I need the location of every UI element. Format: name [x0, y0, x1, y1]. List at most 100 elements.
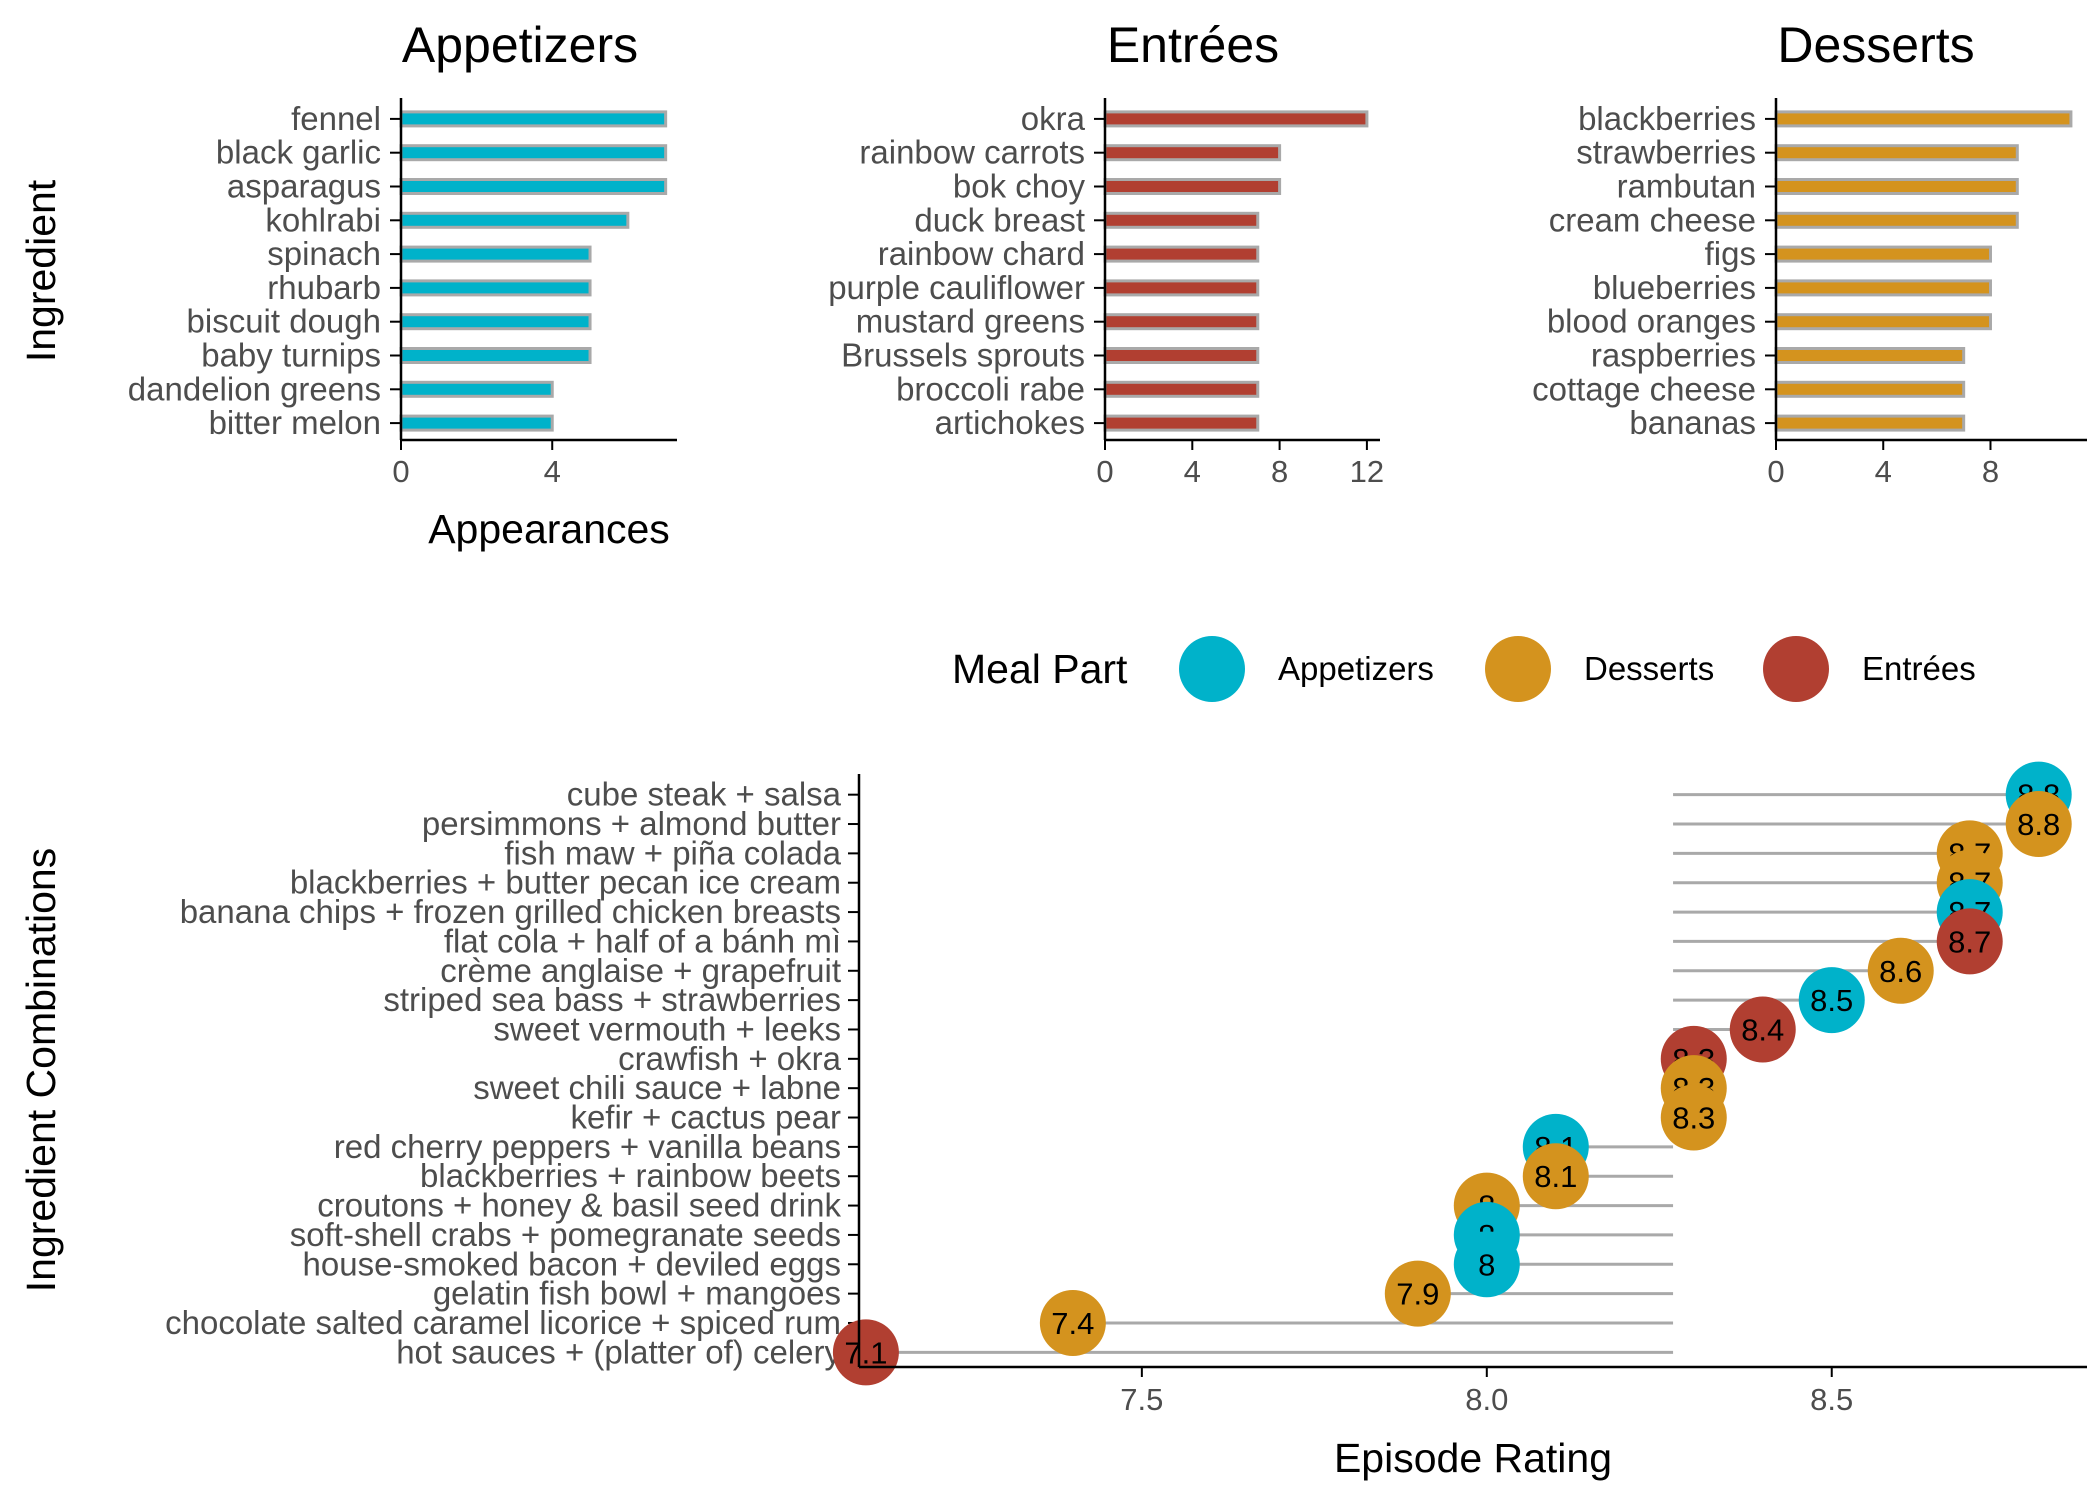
- y-tick-label: figs: [1705, 235, 1756, 272]
- y-tick-label: cream cheese: [1549, 201, 1756, 238]
- y-tick-label: duck breast: [914, 201, 1085, 238]
- bar-mustard-greens: [1103, 313, 1260, 331]
- y-tick-label: bitter melon: [209, 404, 381, 441]
- y-tick-label: blackberries + butter pecan ice cream: [290, 864, 841, 901]
- bar-cottage-cheese: [1774, 380, 1966, 398]
- y-tick-label: gelatin fish bowl + mangoes: [433, 1275, 841, 1312]
- panel-title: Desserts: [1777, 17, 1974, 73]
- y-tick-label: dandelion greens: [128, 370, 381, 407]
- y-tick-label: purple cauliflower: [828, 269, 1085, 306]
- dot-value-label: 8.8: [2017, 807, 2060, 842]
- bar-blueberries: [1774, 279, 1992, 297]
- bar-okra: [1103, 110, 1369, 128]
- bar-rhubarb: [399, 279, 592, 297]
- bar-blood-oranges: [1774, 313, 1992, 331]
- y-tick-label: raspberries: [1591, 337, 1756, 374]
- x-tick-label: 8.0: [1465, 1382, 1508, 1417]
- y-tick-label: flat cola + half of a bánh mì: [444, 922, 841, 959]
- bar-raspberries: [1774, 347, 1966, 364]
- dot-value-label: 8: [1478, 1247, 1495, 1282]
- dot-value-label: 8.7: [1948, 924, 1991, 959]
- bar-bok-choy: [1103, 178, 1282, 195]
- legend: Meal Part Appetizers Desserts Entrées: [952, 636, 1976, 702]
- bar-fennel: [399, 110, 668, 128]
- y-tick-label: blackberries: [1578, 100, 1756, 137]
- dot-hot-sauces-platter-of-celery: [832, 1319, 899, 1386]
- y-tick-label: striped sea bass + strawberries: [383, 981, 841, 1018]
- y-tick-label: rainbow carrots: [859, 134, 1085, 171]
- dot-kefir-cactus-pear: [1660, 1084, 1727, 1151]
- y-tick-label: mustard greens: [856, 303, 1085, 340]
- x-tick-label: 0: [392, 454, 409, 489]
- dot-value-label: 8.3: [1672, 1101, 1715, 1136]
- dot-sweet-vermouth-leeks: [1729, 996, 1796, 1063]
- y-tick-label: fennel: [291, 100, 381, 137]
- dot-value-label: 7.4: [1051, 1306, 1094, 1341]
- legend-swatch-desserts: [1485, 636, 1551, 702]
- bar-black-garlic: [399, 144, 668, 162]
- dot-gelatin-fish-bowl-mangoes: [1384, 1260, 1451, 1327]
- x-tick-label: 8: [1271, 454, 1288, 489]
- dot-value-label: 8.5: [1810, 983, 1853, 1018]
- dot-value-label: 7.9: [1396, 1277, 1439, 1312]
- dot-blackberries-rainbow-beets: [1522, 1143, 1589, 1210]
- y-tick-label: crème anglaise + grapefruit: [440, 952, 841, 989]
- y-tick-label: broccoli rabe: [896, 370, 1085, 407]
- panel-title: Entrées: [1107, 17, 1279, 73]
- bar-brussels-sprouts: [1103, 347, 1260, 364]
- y-tick-label: bananas: [1629, 404, 1756, 441]
- dot-value-label: 8.6: [1879, 954, 1922, 989]
- legend-label: Desserts: [1584, 650, 1714, 687]
- dot-flat-cola-half-of-a-banh-mi: [1936, 908, 2003, 975]
- y-tick-label: croutons + honey & basil seed drink: [317, 1187, 841, 1224]
- bar-bananas: [1774, 414, 1966, 432]
- y-tick-label: sweet vermouth + leeks: [493, 1010, 841, 1047]
- y-tick-label: blueberries: [1593, 269, 1756, 306]
- bar-figs: [1774, 245, 1992, 263]
- x-tick-label: 4: [1184, 454, 1201, 489]
- bar-spinach: [399, 245, 592, 263]
- dot-creme-anglaise-grapefruit: [1867, 937, 1934, 1004]
- bar-rainbow-carrots: [1103, 144, 1282, 162]
- y-tick-label: sweet chili sauce + labne: [473, 1069, 841, 1106]
- x-axis-title: Appearances: [428, 506, 670, 552]
- bar-purple-cauliflower: [1103, 279, 1260, 297]
- y-axis-title: Ingredient Combinations: [18, 848, 64, 1292]
- x-tick-label: 8.5: [1810, 1382, 1853, 1417]
- x-tick-label: 4: [1875, 454, 1892, 489]
- y-tick-label: hot sauces + (platter of) celery: [396, 1333, 841, 1370]
- y-tick-label: crawfish + okra: [618, 1040, 841, 1077]
- bar-dandelion-greens: [399, 380, 554, 398]
- y-tick-label: banana chips + frozen grilled chicken br…: [180, 893, 841, 930]
- y-tick-label: red cherry peppers + vanilla beans: [334, 1128, 841, 1165]
- bar-panel-desserts: Desserts blackberriesstrawberriesrambutan…: [1532, 17, 2087, 489]
- x-tick-label: 7.5: [1120, 1382, 1163, 1417]
- dot-chocolate-salted-caramel-licorice-spiced-rum: [1039, 1289, 1106, 1356]
- bar-broccoli-rabe: [1103, 380, 1260, 398]
- y-tick-label: bok choy: [953, 168, 1086, 205]
- y-tick-label: rainbow chard: [878, 235, 1085, 272]
- y-tick-label: cube steak + salsa: [567, 776, 842, 813]
- dot-striped-sea-bass-strawberries: [1798, 967, 1865, 1034]
- y-tick-label: Brussels sprouts: [841, 337, 1085, 374]
- y-tick-label: strawberries: [1576, 134, 1756, 171]
- bar-rambutan: [1774, 178, 2019, 195]
- bar-kohlrabi: [399, 211, 630, 229]
- legend-title: Meal Part: [952, 646, 1128, 692]
- legend-label: Appetizers: [1278, 650, 1434, 687]
- y-axis-title: Ingredient: [18, 179, 64, 362]
- x-tick-label: 12: [1350, 454, 1384, 489]
- y-tick-label: house-smoked bacon + deviled eggs: [303, 1245, 841, 1282]
- y-tick-label: fish maw + piña colada: [504, 834, 841, 871]
- panel-title: Appetizers: [402, 17, 638, 73]
- bar-bitter-melon: [399, 414, 554, 432]
- y-tick-label: kefir + cactus pear: [570, 1099, 841, 1136]
- bar-duck-breast: [1103, 211, 1260, 229]
- x-tick-label: 4: [544, 454, 561, 489]
- y-tick-label: blackberries + rainbow beets: [420, 1157, 841, 1194]
- y-tick-label: rambutan: [1617, 168, 1756, 205]
- bar-biscuit-dough: [399, 313, 592, 331]
